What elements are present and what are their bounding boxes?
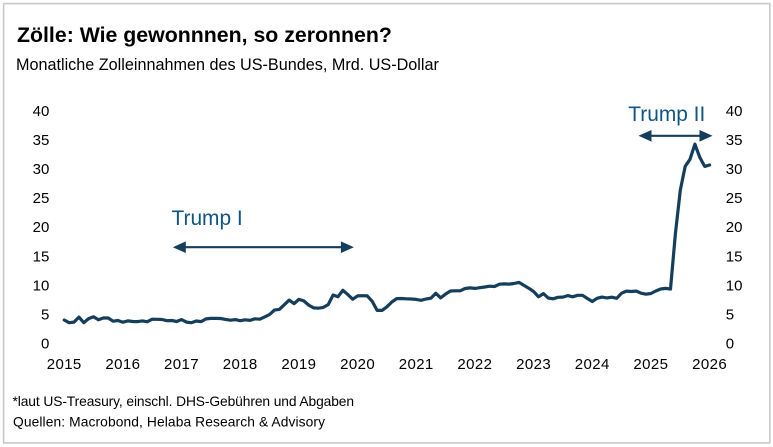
svg-text:2024: 2024 xyxy=(575,356,610,373)
svg-text:2018: 2018 xyxy=(223,356,258,373)
svg-text:Trump II: Trump II xyxy=(628,103,705,126)
svg-text:2026: 2026 xyxy=(692,356,727,373)
svg-text:2015: 2015 xyxy=(47,356,82,373)
svg-text:15: 15 xyxy=(726,248,743,265)
svg-text:2021: 2021 xyxy=(399,356,434,373)
svg-text:2023: 2023 xyxy=(516,356,551,373)
svg-text:2025: 2025 xyxy=(633,356,668,373)
svg-text:Zölle: Wie gewonnnen, so zeron: Zölle: Wie gewonnnen, so zeronnen? xyxy=(17,23,392,47)
svg-text:5: 5 xyxy=(41,306,49,323)
svg-text:0: 0 xyxy=(41,335,49,352)
svg-text:20: 20 xyxy=(726,219,743,236)
svg-text:*laut US-Treasury, einschl. DH: *laut US-Treasury, einschl. DHS-Gebühren… xyxy=(13,394,354,409)
svg-text:2017: 2017 xyxy=(164,356,199,373)
svg-text:30: 30 xyxy=(726,161,743,178)
svg-text:10: 10 xyxy=(33,277,50,294)
svg-text:35: 35 xyxy=(726,132,743,149)
svg-text:40: 40 xyxy=(726,103,743,120)
svg-text:30: 30 xyxy=(33,161,50,178)
svg-text:25: 25 xyxy=(33,190,50,207)
svg-text:15: 15 xyxy=(33,248,50,265)
svg-text:25: 25 xyxy=(726,190,743,207)
svg-text:10: 10 xyxy=(726,277,743,294)
svg-text:40: 40 xyxy=(33,103,50,120)
svg-text:2019: 2019 xyxy=(281,356,316,373)
svg-text:5: 5 xyxy=(726,306,734,323)
svg-text:35: 35 xyxy=(33,132,50,149)
svg-text:0: 0 xyxy=(726,335,734,352)
svg-text:20: 20 xyxy=(33,219,50,236)
svg-text:2020: 2020 xyxy=(340,356,375,373)
svg-text:Quellen: Macrobond, Helaba Res: Quellen: Macrobond, Helaba Research & Ad… xyxy=(13,414,325,429)
svg-text:2022: 2022 xyxy=(457,356,492,373)
svg-text:Monatliche Zolleinnahmen des U: Monatliche Zolleinnahmen des US-Bundes, … xyxy=(16,56,439,74)
svg-text:Trump I: Trump I xyxy=(172,207,243,230)
svg-text:2016: 2016 xyxy=(105,356,140,373)
